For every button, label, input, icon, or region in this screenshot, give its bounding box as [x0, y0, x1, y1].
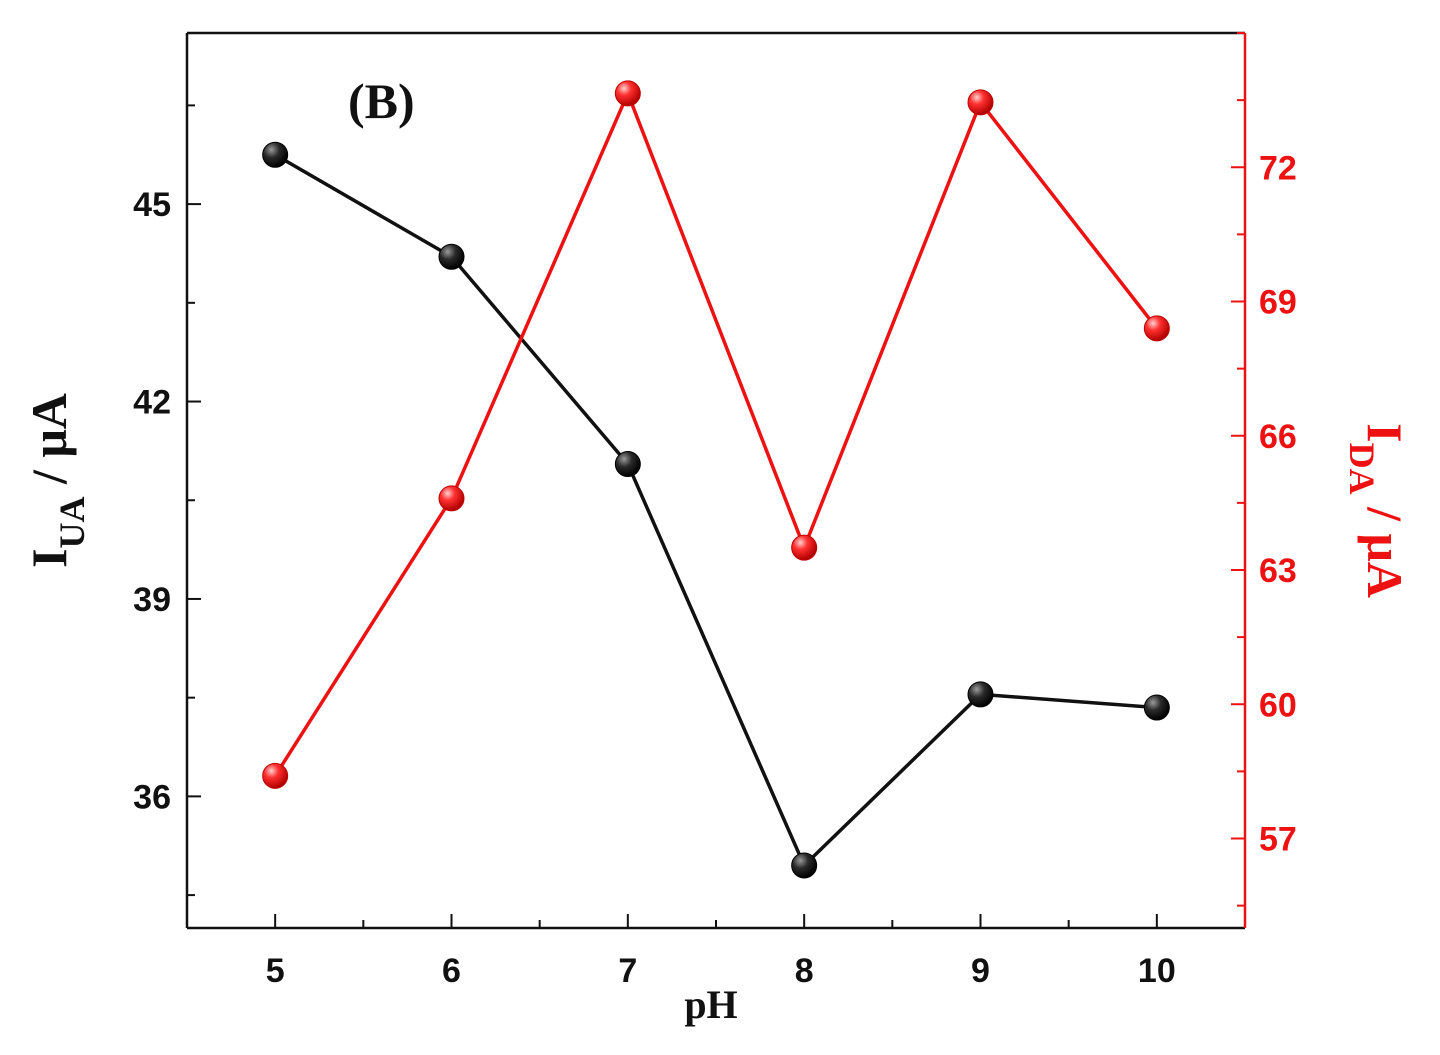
- data-point-right: [967, 89, 994, 116]
- data-point-right: [614, 80, 641, 107]
- left-axis-title-main: I: [21, 548, 77, 567]
- data-point-right: [438, 485, 465, 512]
- left-axis-title-unit: / μA: [21, 393, 77, 496]
- x-tick-label: 10: [1138, 952, 1176, 990]
- panel-label: (B): [348, 73, 415, 129]
- x-tick-label: 6: [442, 952, 461, 990]
- right-axis-title-unit: / μA: [1357, 495, 1413, 598]
- x-tick-label: 7: [618, 952, 637, 990]
- right-tick-label: 63: [1259, 552, 1297, 590]
- left-tick-label: 36: [133, 778, 171, 816]
- left-tick-label: 45: [133, 186, 171, 224]
- series-line-left: [274, 153, 1157, 868]
- left-tick-label: 42: [133, 384, 171, 422]
- left-tick-label: 39: [133, 581, 171, 619]
- data-point-left: [1143, 694, 1170, 721]
- data-point-left: [614, 451, 641, 478]
- data-point-right: [262, 762, 289, 789]
- right-axis-title-sub: DA: [1342, 443, 1382, 495]
- right-axis-title: IDA / μA: [1342, 423, 1413, 598]
- x-tick-label: 8: [795, 952, 814, 990]
- left-axis-title: IUA / μA: [21, 393, 92, 568]
- left-axis-title-sub: UA: [52, 496, 92, 548]
- right-tick-label: 69: [1259, 284, 1297, 322]
- right-tick-label: 72: [1259, 149, 1297, 187]
- data-point-left: [791, 852, 818, 879]
- series-layer: [262, 80, 1170, 879]
- data-point-left: [262, 141, 289, 168]
- right-tick-label: 57: [1259, 821, 1297, 859]
- right-tick-label: 60: [1259, 686, 1297, 724]
- x-tick-label: 5: [266, 952, 285, 990]
- data-point-left: [967, 681, 994, 708]
- series-line-right: [273, 91, 1159, 777]
- data-point-left: [438, 243, 465, 270]
- axes-layer: [185, 31, 1247, 930]
- right-tick-label: 66: [1259, 418, 1297, 456]
- right-axis-title-main: I: [1357, 423, 1413, 442]
- x-tick-label: 9: [971, 952, 990, 990]
- x-axis-title: pH: [684, 982, 737, 1027]
- data-point-right: [791, 534, 818, 561]
- data-point-right: [1143, 315, 1170, 342]
